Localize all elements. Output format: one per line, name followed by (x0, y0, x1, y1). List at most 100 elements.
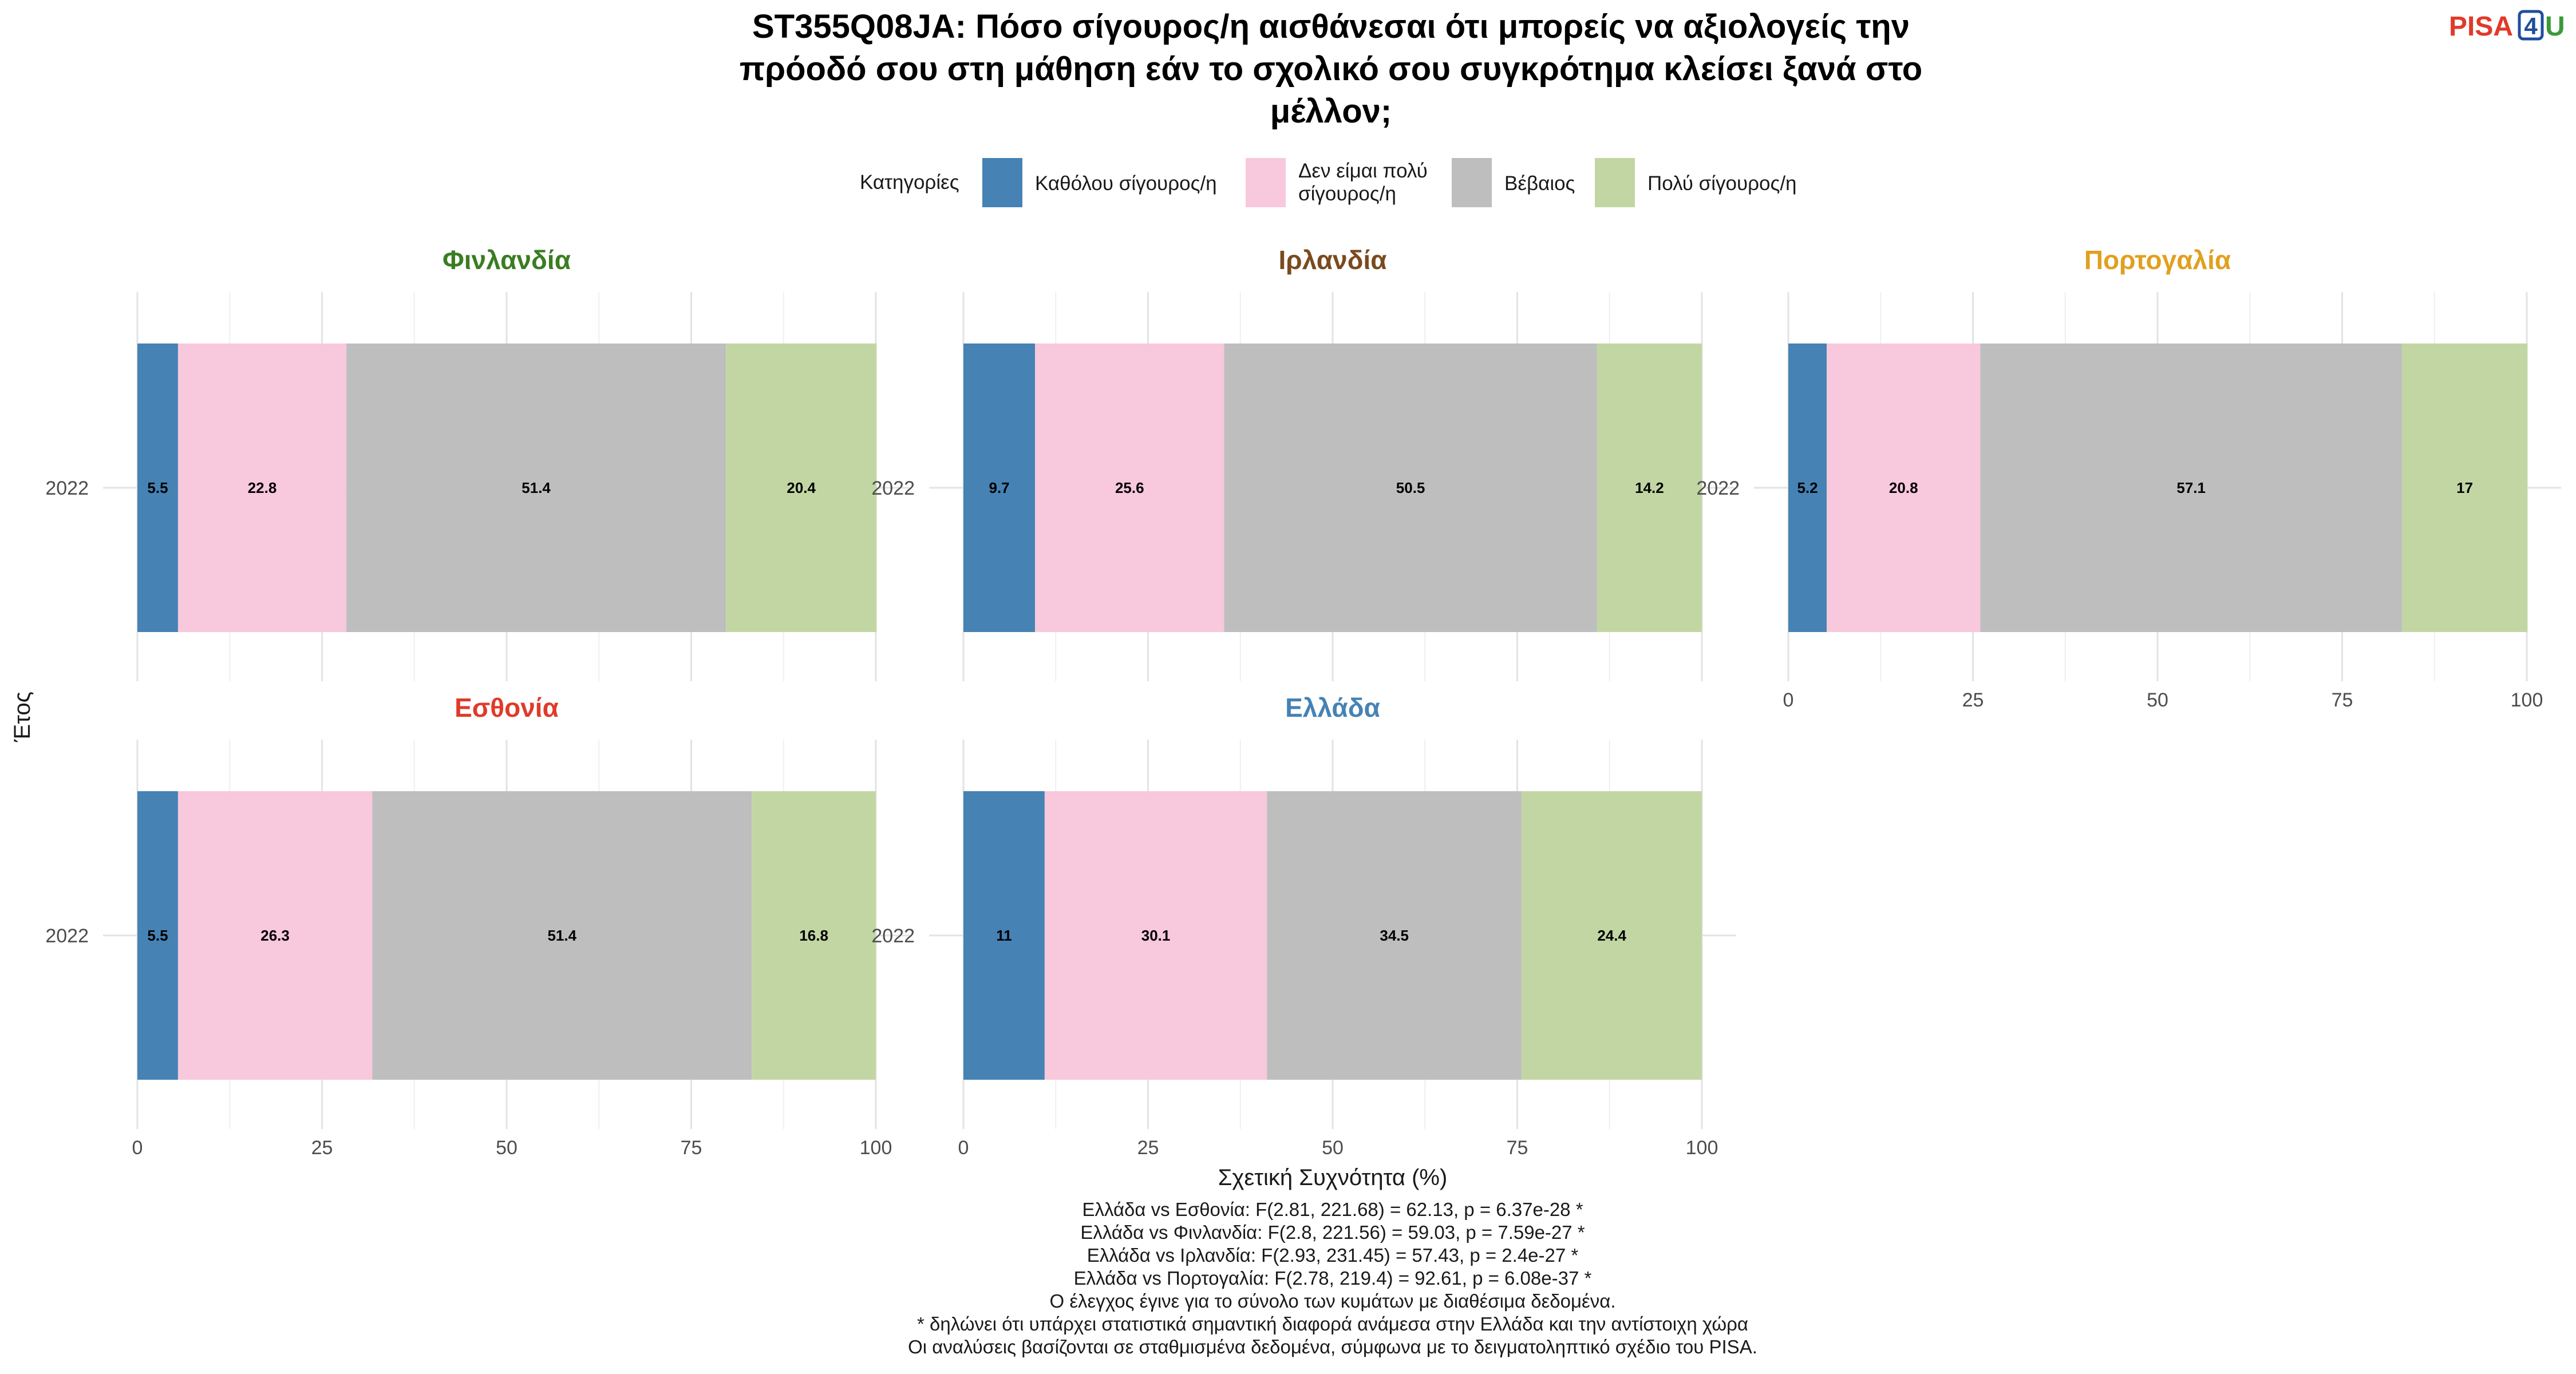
bar-label-3-2: 20.8 (1889, 479, 1918, 496)
x-tick-label-4-25: 25 (311, 1137, 333, 1159)
x-tick-label-5-25: 25 (1137, 1137, 1159, 1159)
pisa4u-logo: PISA 4 U (2449, 10, 2565, 42)
bar-1-2 (177, 344, 347, 632)
legend-label-3: Βέβαιος (1504, 172, 1575, 195)
bar-1-3 (346, 344, 726, 632)
bar-label-2-2: 25.6 (1115, 479, 1144, 496)
bar-label-1-4: 20.4 (787, 479, 816, 496)
footnote-4: Ελλάδα vs Πορτογαλία: F(2.78, 219.4) = 9… (1074, 1268, 1592, 1289)
bar-label-5-4: 24.4 (1597, 927, 1626, 944)
title: ST355Q08JA: Πόσο σίγουρος/η αισθάνεσαι ό… (740, 8, 1922, 130)
y-tick-label-2: 2022 (871, 477, 915, 499)
bar-3-2 (1827, 344, 1981, 632)
bar-3-4 (2401, 344, 2528, 632)
legend-swatch-1 (982, 158, 1022, 207)
x-axis-label: Σχετική Συχνότητα (%) (1218, 1165, 1448, 1190)
bar-4-4 (752, 791, 876, 1080)
logo-text: PISA (2449, 11, 2513, 42)
bar-2-3 (1224, 344, 1597, 632)
logo-suffix: U (2545, 11, 2565, 42)
panels: Φινλανδία 5.5 22.8 51.4 20.4 2022 Ιρλανδία 9.7 2… (45, 245, 2561, 1159)
bar-label-3-3: 57.1 (2176, 479, 2206, 496)
panel-title-2: Ιρλανδία (1278, 245, 1386, 275)
svg-text:PISA: PISA (2449, 11, 2513, 42)
bar-label-4-4: 16.8 (799, 927, 828, 944)
title-line-3: μέλλον; (1270, 93, 1392, 130)
footnote-5: Ο έλεγχος έγινε για το σύνολο των κυμάτω… (1050, 1290, 1616, 1312)
bar-label-1-3: 51.4 (521, 479, 551, 496)
legend-label-1: Καθόλου σίγουρος/η (1035, 172, 1217, 195)
panel-title-5: Ελλάδα (1285, 693, 1380, 722)
legend-swatch-3 (1452, 158, 1492, 207)
bar-3-1 (1788, 344, 1827, 632)
x-tick-label-3-100: 100 (2511, 689, 2543, 711)
logo-digit-box (2518, 10, 2544, 41)
bar-label-1-2: 22.8 (248, 479, 277, 496)
bar-5-4 (1522, 791, 1702, 1080)
bar-3-3 (1980, 344, 2402, 632)
footnote-6: * δηλώνει ότι υπάρχει στατιστικά σημαντι… (917, 1313, 1748, 1334)
x-tick-label-3-0: 0 (1783, 689, 1794, 711)
x-tick-label-5-75: 75 (1507, 1137, 1528, 1159)
bar-label-4-1: 5.5 (147, 927, 168, 944)
y-tick-label-1: 2022 (45, 477, 89, 499)
panel-title-3: Πορτογαλία (2084, 245, 2231, 275)
x-tick-label-3-75: 75 (2332, 689, 2353, 711)
x-tick-label-4-0: 0 (132, 1137, 143, 1159)
x-tick-label-3-25: 25 (1962, 689, 1984, 711)
footnotes: Ελλάδα vs Εσθονία: F(2.81, 221.68) = 62.… (908, 1199, 1757, 1357)
y-tick-label-3: 2022 (1696, 477, 1740, 499)
bar-4-3 (372, 791, 752, 1080)
legend-label-2-line-1: Δεν είμαι πολύ (1298, 160, 1428, 182)
bar-label-2-1: 9.7 (989, 479, 1009, 496)
legend: Κατηγορίες Καθόλου σίγουρος/η Δεν είμαι π… (860, 158, 1797, 207)
bar-label-5-2: 30.1 (1141, 927, 1171, 944)
y-axis-label: Έτος (10, 692, 35, 743)
bar-5-3 (1267, 791, 1522, 1080)
logo-digit: 4 (2524, 13, 2538, 40)
footnote-3: Ελλάδα vs Ιρλανδία: F(2.93, 231.45) = 57… (1087, 1245, 1579, 1266)
y-tick-label-5: 2022 (871, 925, 915, 947)
x-tick-label-5-100: 100 (1686, 1137, 1718, 1159)
bar-label-5-3: 34.5 (1380, 927, 1409, 944)
bar-1-1 (137, 344, 178, 632)
footnote-2: Ελλάδα vs Φινλανδία: F(2.8, 221.56) = 59… (1080, 1222, 1585, 1243)
x-tick-label-4-75: 75 (681, 1137, 702, 1159)
bar-5-2 (1044, 791, 1267, 1080)
title-line-2: πρόοδό σου στη μάθηση εάν το σχολικό σου… (740, 50, 1922, 88)
bar-label-1-1: 5.5 (147, 479, 168, 496)
bar-2-2 (1035, 344, 1224, 632)
footnote-7: Οι αναλύσεις βασίζονται σε σταθμισμένα δ… (908, 1336, 1757, 1357)
panel-title-4: Εσθονία (455, 693, 559, 722)
x-tick-label-4-100: 100 (860, 1137, 892, 1159)
bar-label-3-4: 17 (2456, 479, 2473, 496)
x-tick-label-3-50: 50 (2147, 689, 2168, 711)
y-tick-label-4: 2022 (45, 925, 89, 947)
x-tick-label-5-0: 0 (958, 1137, 969, 1159)
panel-5: Ελλάδα 11 30.1 34.5 24.4 2022 0 25 50 75 100 (871, 693, 1736, 1159)
bar-label-3-1: 5.2 (1797, 479, 1818, 496)
legend-swatch-2 (1246, 158, 1286, 207)
x-tick-label-4-50: 50 (496, 1137, 517, 1159)
footnote-1: Ελλάδα vs Εσθονία: F(2.81, 221.68) = 62.… (1082, 1199, 1583, 1220)
bar-label-4-3: 51.4 (547, 927, 576, 944)
bar-4-2 (177, 791, 373, 1080)
panel-title-1: Φινλανδία (442, 245, 571, 275)
panel-3: Πορτογαλία 5.2 20.8 57.1 17 2022 0 25 50 75 100 (1696, 245, 2561, 711)
bar-4-1 (137, 791, 178, 1080)
panel-2: Ιρλανδία 9.7 25.6 50.5 14.2 2022 (871, 245, 1736, 681)
bar-5-1 (963, 791, 1045, 1080)
legend-swatch-4 (1595, 158, 1635, 207)
panel-4: Εσθονία 5.5 26.3 51.4 16.8 2022 0 25 50 75 100 (45, 693, 910, 1159)
panel-1: Φινλανδία 5.5 22.8 51.4 20.4 2022 (45, 245, 910, 681)
bar-label-4-2: 26.3 (260, 927, 290, 944)
x-tick-label-5-50: 50 (1322, 1137, 1344, 1159)
bar-label-5-1: 11 (996, 927, 1012, 944)
legend-label-2-line-2: σίγουρος/η (1298, 183, 1396, 205)
bar-2-4 (1597, 344, 1702, 632)
bar-1-4 (726, 344, 877, 632)
bar-label-2-4: 14.2 (1635, 479, 1664, 496)
bar-2-1 (963, 344, 1036, 632)
legend-label-4: Πολύ σίγουρος/η (1647, 172, 1797, 195)
